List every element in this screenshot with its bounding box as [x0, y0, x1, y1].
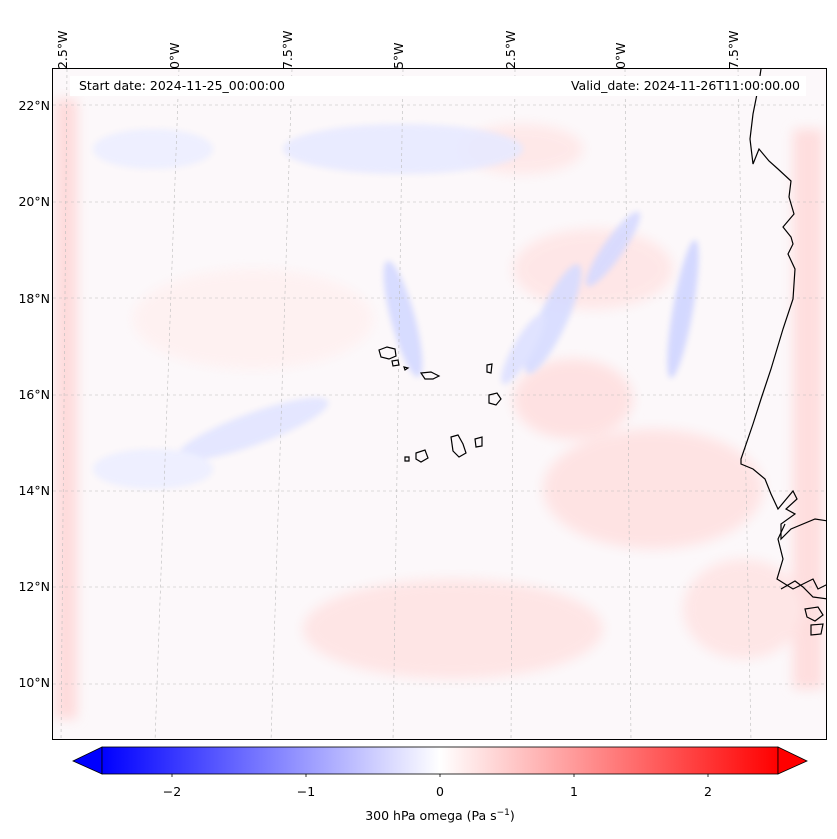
colorbar-label-exponent: −1 — [496, 808, 510, 818]
colorbar-ticks — [171, 774, 709, 777]
lat-label-18n: 18°N — [18, 291, 50, 306]
sal-island — [486, 363, 493, 374]
colorbar-gradient — [101, 746, 779, 775]
coastline — [740, 69, 826, 541]
blue-patch — [93, 129, 213, 169]
west-boundary-red-band — [55, 99, 77, 719]
maio-island — [474, 436, 483, 448]
omega-field-map — [53, 69, 826, 739]
colorbar-label: 300 hPa omega (Pa s−1) — [0, 808, 837, 823]
blue-patch — [93, 449, 213, 489]
fogo-island — [415, 449, 429, 463]
cape-verde-islands — [378, 346, 502, 463]
colorbar — [72, 746, 808, 777]
lat-label-20n: 20°N — [18, 194, 50, 209]
map-panel[interactable] — [52, 68, 827, 740]
blue-patch — [524, 264, 582, 374]
colorbar-tick-1: 1 — [570, 784, 578, 799]
lat-label-16n: 16°N — [18, 387, 50, 402]
west-africa-coastline — [740, 69, 826, 636]
colorbar-label-close: ) — [509, 808, 515, 824]
santa-luzia-island — [403, 366, 410, 371]
sao-vicente-island — [391, 359, 400, 367]
blue-patch — [585, 211, 641, 287]
colorbar-tick-minus-1: −1 — [296, 784, 316, 799]
blue-patch — [177, 397, 329, 461]
lat-label-14n: 14°N — [18, 483, 50, 498]
title-backdrop — [70, 76, 806, 96]
red-patch — [133, 269, 373, 369]
lat-label-12n: 12°N — [18, 579, 50, 594]
colorbar-label-text: 300 hPa omega (Pa s — [365, 808, 497, 824]
blue-patch — [667, 240, 699, 378]
coastline-south — [776, 523, 826, 590]
santo-antao-island — [378, 346, 397, 360]
graticule — [53, 69, 826, 739]
boa-vista-island — [488, 392, 502, 406]
gambia-coast — [780, 580, 826, 600]
red-patch — [683, 559, 803, 659]
blue-patch — [501, 314, 545, 384]
lat-label-22n: 22°N — [18, 98, 50, 113]
red-patch — [513, 359, 633, 439]
start-date-label: Start date: 2024-11-25_00:00:00 — [79, 78, 285, 93]
colorbar-tick-minus-2: −2 — [162, 784, 182, 799]
bijagos-islands — [810, 623, 824, 636]
valid-date-label: Valid_date: 2024-11-26T11:00:00.00 — [570, 78, 800, 93]
santiago-island — [450, 434, 467, 458]
bijagos-islands — [804, 606, 824, 622]
sao-nicolau-island — [419, 371, 441, 380]
lat-label-10n: 10°N — [18, 675, 50, 690]
red-patch — [543, 429, 763, 549]
colorbar-max-extend-arrow — [777, 746, 808, 775]
colorbar-tick-0: 0 — [436, 784, 444, 799]
blue-patch — [283, 124, 523, 174]
colorbar-tick-2: 2 — [704, 784, 712, 799]
blue-patch — [383, 260, 423, 378]
colorbar-min-extend-arrow — [72, 746, 103, 775]
brava-island — [404, 456, 410, 462]
red-patch — [303, 579, 603, 679]
negative-omega-patches — [93, 124, 699, 489]
